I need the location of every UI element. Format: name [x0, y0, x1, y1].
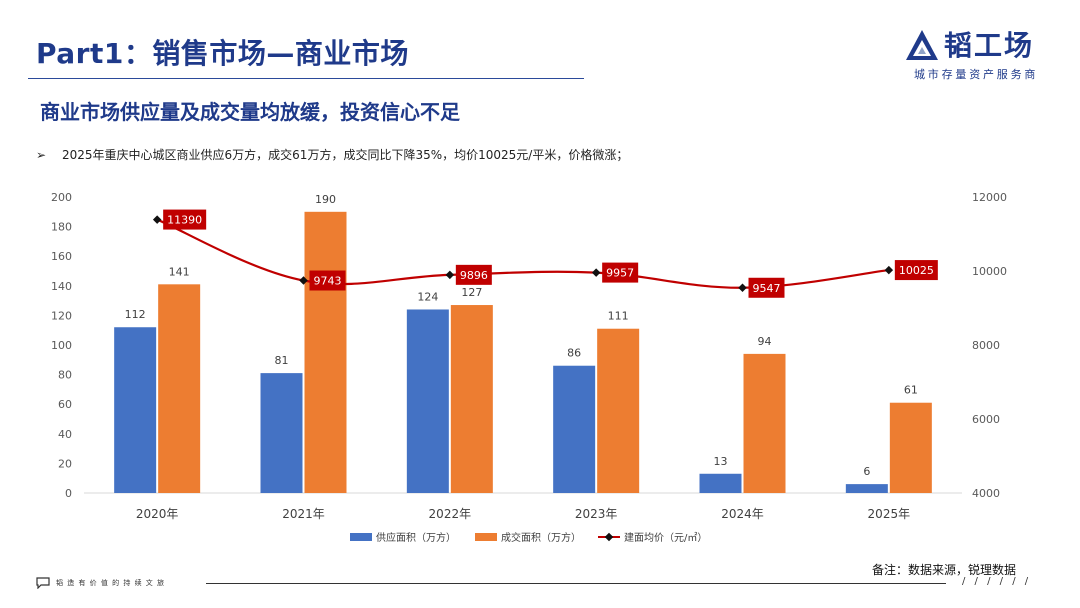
triangle-logo-icon	[906, 30, 938, 60]
supply-bar-label: 81	[275, 354, 289, 367]
left-tick-label: 80	[58, 369, 72, 382]
legend-label-supply: 供应面积（万方）	[376, 531, 456, 544]
price-label-box	[748, 277, 785, 298]
deal-bar	[597, 328, 640, 493]
bullet-marker: ➢	[36, 148, 47, 162]
left-axis: 0 20 40 60 80 100 120 140 160 180 200	[51, 191, 72, 500]
price-point	[299, 276, 308, 285]
category-label: 2025年	[868, 507, 911, 521]
footer-slashes: / / / / / /	[962, 576, 1032, 587]
legend-label-price: 建面均价（元/㎡）	[624, 531, 707, 544]
legend-swatch-supply	[350, 533, 372, 541]
footer-slogan: 韬 造 有 价 值 的 持 续 文 旅	[56, 579, 166, 587]
supply-bar	[845, 484, 888, 493]
price-point	[884, 265, 894, 275]
summary-text: 2025年重庆中心城区商业供应6万方，成交61万方，成交同比下降35%，均价10…	[62, 148, 629, 162]
deal-bar	[158, 284, 201, 493]
price-label-box	[894, 260, 938, 281]
category-label: 2021年	[282, 507, 325, 521]
bar-series	[114, 211, 932, 494]
price-label: 9896	[460, 269, 488, 282]
right-tick-label: 6000	[972, 413, 1000, 426]
supply-bar-label: 86	[567, 347, 581, 360]
deal-bar-label: 141	[169, 265, 190, 278]
summary-bullet: ➢ 2025年重庆中心城区商业供应6万方，成交61万方，成交同比下降35%，均价1…	[36, 146, 628, 163]
price-point	[738, 283, 747, 293]
right-tick-label: 10000	[972, 265, 1007, 278]
right-tick-label: 8000	[972, 339, 1000, 352]
price-label: 10025	[899, 264, 934, 277]
supply-bar	[699, 473, 742, 493]
logo-brand: 韬工场	[944, 29, 1035, 62]
footer-divider	[206, 583, 946, 584]
deal-bar	[889, 402, 932, 493]
combo-chart: 0 20 40 60 80 100 120 140 160 180 200 4000 6000 8000…	[51, 191, 1007, 544]
price-label: 9743	[314, 275, 342, 288]
price-line: 11390 9743 9896 9957 9547 10025	[152, 209, 938, 298]
price-label-box	[163, 209, 207, 230]
right-tick-label: 4000	[972, 487, 1000, 500]
logo-tagline: 城市存量资产服务商	[914, 68, 1039, 81]
left-tick-label: 140	[51, 280, 72, 293]
speech-bubble-icon	[36, 577, 50, 589]
category-label: 2024年	[721, 507, 764, 521]
supply-bar-label: 6	[863, 465, 870, 478]
right-axis: 4000 6000 8000 10000 12000	[972, 191, 1007, 500]
left-tick-label: 40	[58, 428, 72, 441]
left-tick-label: 120	[51, 309, 72, 322]
price-point	[445, 270, 455, 280]
right-tick-label: 12000	[972, 191, 1007, 204]
left-tick-label: 0	[65, 487, 72, 500]
price-label-box	[455, 264, 492, 285]
supply-bar-label: 124	[417, 290, 438, 303]
category-label: 2020年	[136, 507, 179, 521]
legend-swatch-deal	[475, 533, 497, 541]
left-tick-label: 200	[51, 191, 72, 204]
page-title: Part1：销售市场—商业市场	[36, 37, 409, 70]
supply-bar	[114, 327, 157, 493]
category-label: 2022年	[429, 507, 472, 521]
price-label-box	[309, 270, 346, 291]
deal-bar-label: 111	[608, 310, 629, 323]
price-point	[152, 215, 162, 224]
left-tick-label: 160	[51, 250, 72, 263]
deal-bar-label: 61	[904, 384, 918, 397]
logo: 韬工场 城市存量资产服务商	[904, 24, 1054, 84]
section-subtitle: 商业市场供应量及成交量均放缓，投资信心不足	[40, 100, 460, 124]
supply-bar	[260, 373, 303, 493]
deal-bar	[743, 353, 786, 493]
bar-labels: 112 141 81 190 124 127 86 111 13 94 6 61	[125, 193, 918, 478]
deal-bar	[450, 305, 493, 493]
price-line-path	[156, 218, 889, 289]
data-source-note: 备注：数据来源，锐理数据	[872, 563, 1017, 577]
left-tick-label: 60	[58, 398, 72, 411]
price-label: 9547	[753, 282, 781, 295]
price-label-box	[602, 262, 639, 283]
title-divider	[28, 78, 584, 79]
price-label: 9957	[606, 267, 634, 280]
deal-bar-label: 127	[461, 286, 482, 299]
legend: 供应面积（万方） 成交面积（万方） 建面均价（元/㎡）	[350, 531, 707, 544]
left-tick-label: 100	[51, 339, 72, 352]
left-tick-label: 180	[51, 221, 72, 234]
deal-bar	[304, 211, 347, 494]
category-label: 2023年	[575, 507, 618, 521]
supply-bar	[553, 365, 596, 493]
category-labels: 2020年 2021年 2022年 2023年 2024年 2025年	[136, 507, 910, 521]
price-label: 11390	[167, 214, 202, 227]
supply-bar-label: 13	[714, 455, 728, 468]
legend-marker-price	[604, 532, 614, 542]
price-point	[591, 268, 601, 277]
deal-bar-label: 94	[758, 335, 772, 348]
left-tick-label: 20	[58, 457, 72, 470]
supply-bar	[406, 309, 449, 493]
supply-bar-label: 112	[125, 308, 146, 321]
legend-label-deal: 成交面积（万方）	[501, 531, 581, 544]
deal-bar-label: 190	[315, 193, 336, 206]
